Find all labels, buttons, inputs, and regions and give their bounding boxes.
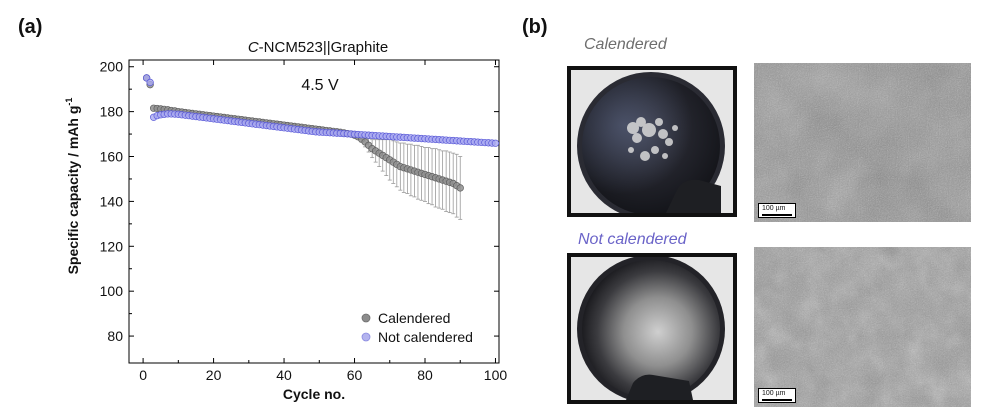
- y-tick-label: 100: [100, 283, 124, 299]
- panel-label-b: (b): [522, 16, 548, 38]
- point-not-calendered: [491, 139, 500, 147]
- voltage-annotation: 4.5 V: [301, 77, 339, 94]
- y-axis-label: Specific capacity / mAh g-1: [64, 98, 81, 275]
- scale-bar-bottom-line: [762, 399, 792, 401]
- plot-area: 0 20 40 60 80 100 80 100 120 140 160 180 200: [100, 59, 508, 383]
- y-tick-label: 120: [100, 238, 124, 254]
- y-tick-label: 80: [107, 328, 123, 344]
- scale-bar-top: 100 µm: [758, 203, 796, 218]
- y-tick-label: 200: [100, 59, 124, 75]
- x-tick-label: 40: [276, 367, 292, 383]
- plot-frame: [128, 59, 500, 364]
- scale-bar-top-line: [762, 214, 792, 216]
- capacity-chart: C-NCM523||Graphite 4.5 V 0 20 40 60 80 100 80 1…: [64, 39, 508, 402]
- x-tick-label: 100: [484, 367, 508, 383]
- y-tick-label: 140: [100, 193, 124, 209]
- caption-not-calendered: Not calendered: [578, 231, 687, 248]
- y-axis-label-main: Specific capacity / mAh g: [65, 106, 81, 275]
- x-tick-label: 0: [139, 367, 147, 383]
- sem-image-calendered: 100 µm: [754, 63, 971, 222]
- scale-bar-bottom: 100 µm: [758, 388, 796, 403]
- chart-title-rest: -NCM523||Graphite: [259, 39, 389, 56]
- panel-label-a: (a): [18, 16, 43, 38]
- electrode-photo-calendered: [567, 66, 737, 217]
- scale-bar-top-label: 100 µm: [762, 205, 786, 212]
- chart-title-italic: C: [248, 39, 259, 56]
- y-tick-label: 180: [100, 104, 124, 120]
- legend-label-calendered: Calendered: [378, 310, 450, 326]
- legend-marker-not-calendered: [361, 332, 371, 342]
- point-calendered: [456, 184, 464, 192]
- x-axis-label: Cycle no.: [283, 386, 345, 402]
- sem-image-not-calendered: 100 µm: [754, 247, 971, 407]
- scale-bar-bottom-label: 100 µm: [762, 390, 786, 397]
- x-tick-label: 20: [206, 367, 222, 383]
- electrode-photo-not-calendered: [567, 253, 737, 404]
- legend-label-not-calendered: Not calendered: [378, 329, 473, 345]
- x-tick-label: 60: [347, 367, 363, 383]
- y-axis-label-sup: -1: [64, 98, 74, 106]
- y-tick-label: 160: [100, 149, 124, 165]
- caption-calendered: Calendered: [584, 36, 667, 53]
- legend: Calendered Not calendered: [361, 310, 473, 345]
- legend-marker-calendered: [361, 313, 371, 323]
- chart-title: C-NCM523||Graphite: [248, 39, 388, 56]
- point-not-calendered: [146, 78, 154, 87]
- x-tick-label: 80: [417, 367, 433, 383]
